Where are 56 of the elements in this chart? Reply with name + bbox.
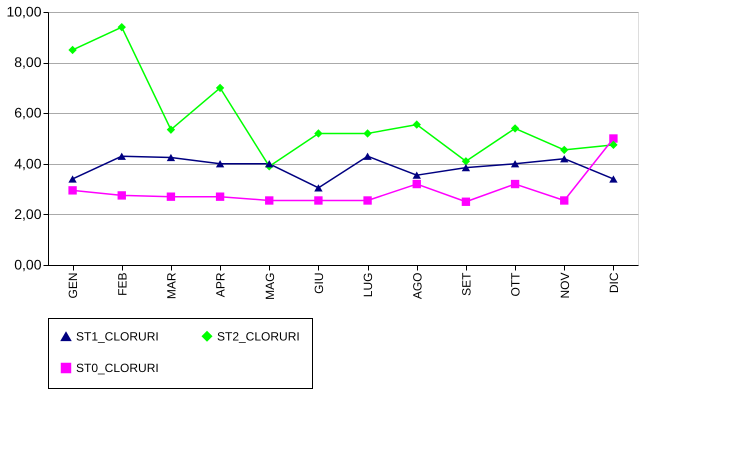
point [68, 46, 77, 54]
x-tick-label: DIC [606, 272, 621, 294]
y-tick-label: 2,00 [14, 206, 42, 222]
point [216, 84, 224, 92]
y-tick-label: 0,00 [14, 256, 42, 272]
point [363, 152, 372, 160]
point [216, 192, 224, 201]
point [68, 175, 77, 183]
x-tick-label: NOV [558, 272, 572, 299]
point [462, 198, 470, 206]
point [560, 155, 568, 162]
y-tick-label: 10,00 [6, 4, 42, 20]
x-tick-label: OTT [508, 272, 523, 296]
point [462, 157, 470, 166]
point [609, 140, 618, 150]
x-tick-label: GIU [312, 272, 326, 294]
point [412, 172, 421, 179]
point [363, 129, 372, 138]
x-tick-label: LUG [361, 272, 376, 298]
point [166, 154, 176, 162]
x-tick-label: FEB [115, 272, 130, 296]
x-tick-label: GEN [66, 272, 80, 299]
point [412, 180, 421, 188]
point [166, 125, 176, 134]
point [462, 164, 470, 172]
legend-label: ST2_CLORURI [217, 329, 300, 344]
legend-label: ST0_CLORURI [76, 361, 159, 375]
point [560, 196, 568, 205]
point [560, 146, 568, 154]
point [510, 160, 520, 168]
point [314, 196, 323, 205]
point [609, 175, 618, 183]
legend-label: ST1_CLORURI [76, 330, 159, 344]
y-tick-label: 8,00 [14, 54, 42, 70]
x-tick-label: APR [214, 272, 228, 298]
point [609, 134, 618, 143]
point [314, 184, 323, 192]
y-tick-label: 6,00 [14, 104, 42, 121]
x-tick-label: MAG [262, 272, 277, 300]
x-tick-label: MAR [164, 272, 178, 300]
point [265, 196, 274, 205]
point [216, 160, 224, 168]
x-tick-label: AGO [410, 272, 424, 300]
point [510, 124, 520, 133]
x-tick-label: SET [459, 272, 474, 296]
y-tick-label: 4,00 [14, 155, 42, 172]
point [314, 129, 323, 138]
point [118, 22, 126, 32]
point [118, 191, 126, 200]
point [412, 120, 421, 129]
point [363, 196, 372, 205]
point [166, 192, 176, 201]
point [118, 152, 126, 160]
point [510, 180, 520, 188]
point [265, 160, 274, 168]
point [68, 186, 77, 195]
